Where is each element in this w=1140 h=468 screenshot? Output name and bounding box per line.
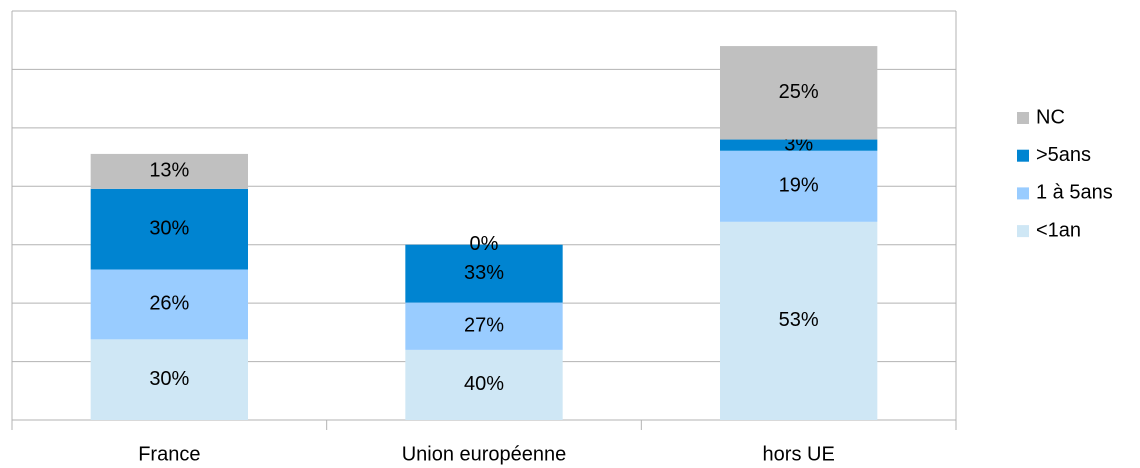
- bar-segment: [405, 244, 563, 303]
- value-label: 13%: [149, 160, 189, 182]
- value-label: 53%: [779, 309, 819, 331]
- bar-segment: [405, 349, 563, 420]
- legend-label: >5ans: [1036, 144, 1091, 166]
- legend-swatch: [1017, 112, 1029, 124]
- bar-segment: [720, 221, 878, 420]
- bar-segment: [720, 139, 878, 151]
- value-label: 30%: [149, 217, 189, 239]
- value-label: 19%: [779, 175, 819, 197]
- bar-segment: [90, 153, 249, 189]
- value-label: 26%: [149, 293, 189, 315]
- bar-segment: [720, 46, 878, 140]
- value-label: 40%: [464, 373, 504, 395]
- bar-segment: [90, 339, 249, 420]
- value-label: 25%: [779, 81, 819, 103]
- legend-label: NC: [1036, 106, 1065, 128]
- value-label: 30%: [149, 368, 189, 390]
- bar-segment: [90, 269, 249, 340]
- value-label: 27%: [464, 315, 504, 337]
- value-label: 0%: [470, 233, 499, 255]
- legend-swatch: [1017, 149, 1029, 162]
- value-label: 33%: [464, 262, 504, 284]
- legend-label: 1 à 5ans: [1036, 182, 1113, 204]
- bar-segment: [405, 302, 563, 350]
- x-tick-label: France: [138, 443, 200, 465]
- bar-segment: [720, 150, 878, 222]
- bar-segment: [90, 188, 249, 270]
- legend-swatch: [1017, 187, 1029, 200]
- x-tick-label: Union européenne: [402, 443, 567, 465]
- x-tick-label: hors UE: [763, 443, 835, 465]
- legend-swatch: [1017, 225, 1029, 238]
- legend-label: <1an: [1036, 219, 1081, 241]
